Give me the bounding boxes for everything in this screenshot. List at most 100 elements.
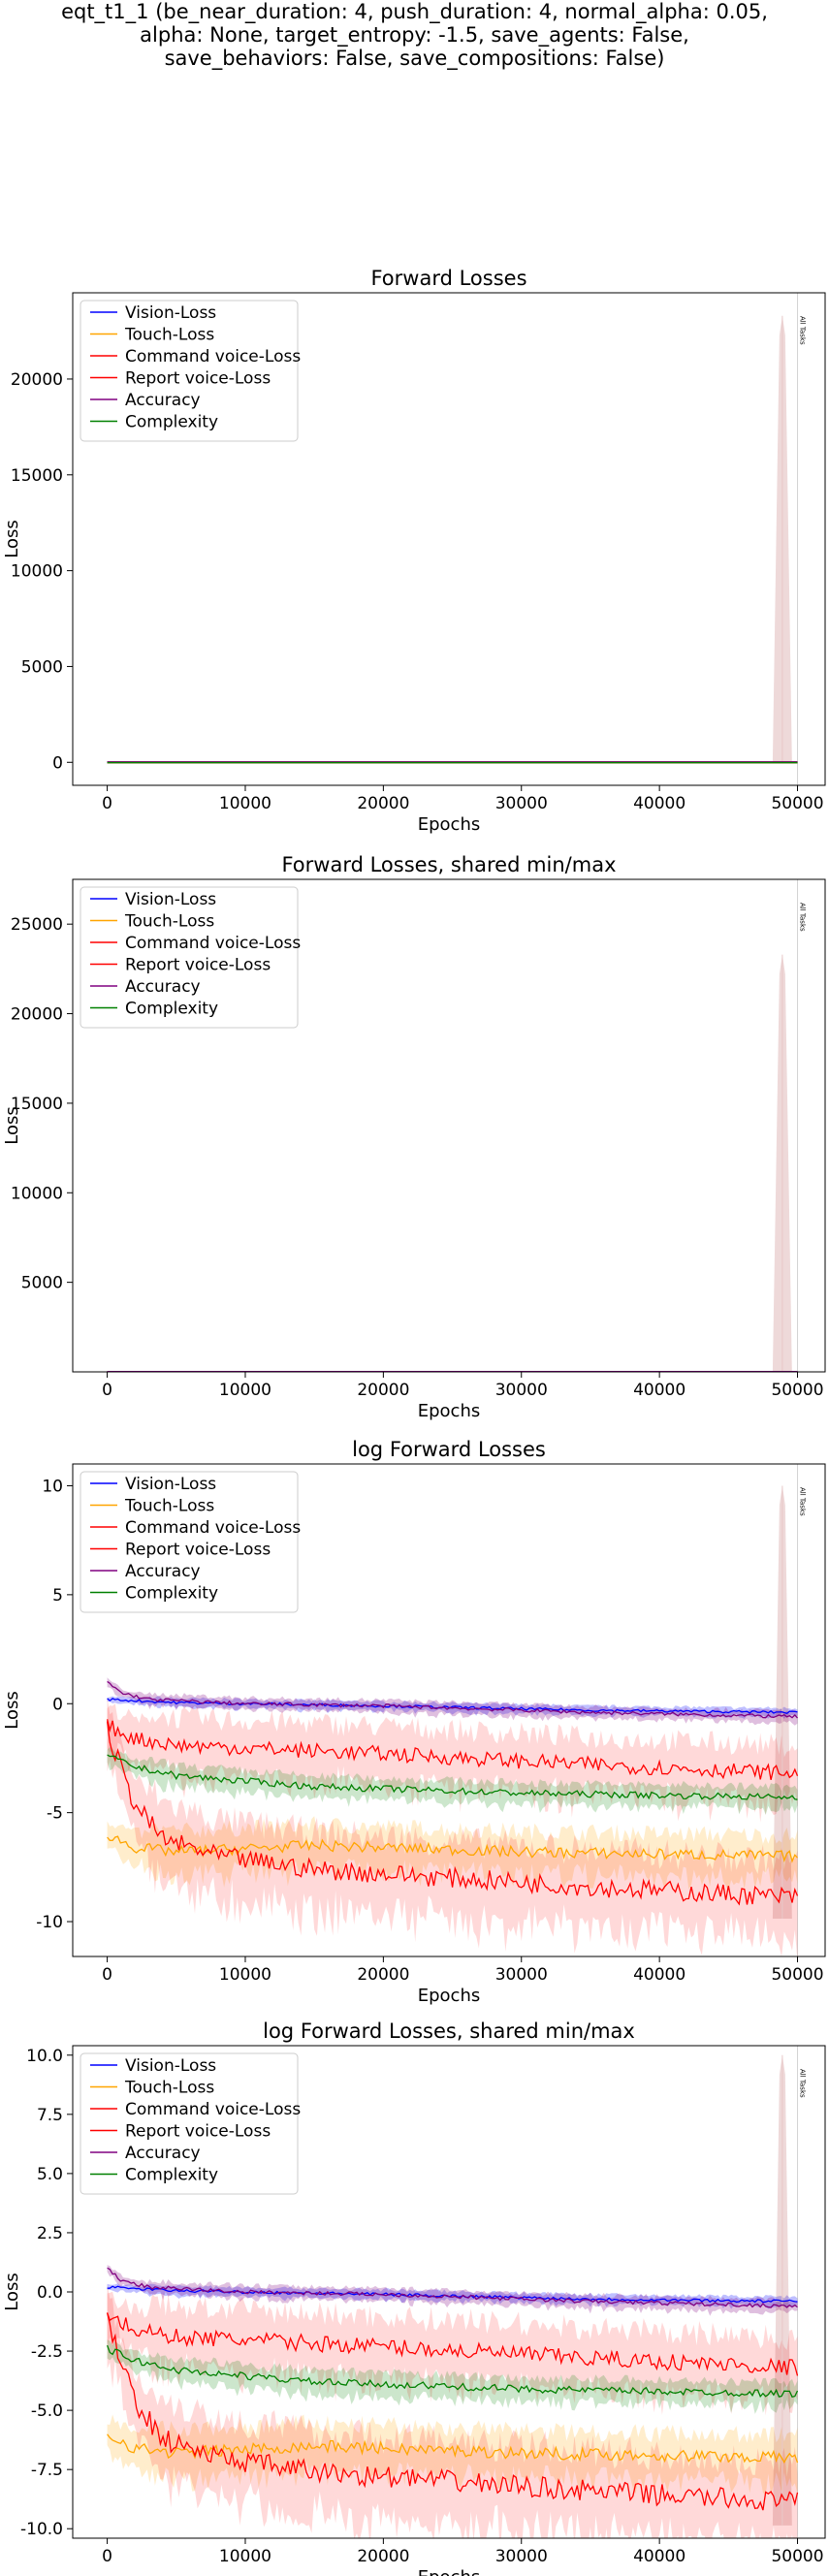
legend-entry-report-voice-loss: Report voice-Loss	[125, 956, 271, 975]
chart-title: log Forward Losses, shared min/max	[263, 2019, 635, 2043]
legend-entry-vision-loss: Vision-Loss	[125, 1475, 216, 1494]
x-tick-label: 20000	[357, 1381, 409, 1400]
y-tick-label: 2.5	[37, 2224, 63, 2243]
legend-entry-touch-loss: Touch-Loss	[124, 1497, 214, 1516]
legend-entry-report-voice-loss: Report voice-Loss	[125, 2122, 271, 2142]
all-tasks-annotation: All Tasks	[799, 2069, 807, 2098]
y-tick-label: 20000	[11, 1005, 63, 1025]
legend-entry-vision-loss: Vision-Loss	[125, 890, 216, 909]
legend-box	[80, 300, 299, 442]
band-command-voice-loss	[107, 1703, 798, 1823]
line-command-voice-loss	[106, 2312, 799, 2376]
legend-entry-touch-loss: Touch-Loss	[124, 2079, 214, 2098]
axes-frame	[72, 878, 826, 1373]
x-tick-label: 10000	[219, 2547, 271, 2566]
legend-entry-accuracy: Accuracy	[125, 2144, 201, 2163]
line-report-voice-loss	[106, 2312, 799, 2511]
y-tick-label: 10	[42, 1477, 63, 1496]
all-tasks-annotation: All Tasks	[799, 316, 807, 345]
y-tick-label: 0	[52, 753, 63, 773]
legend-box	[80, 886, 299, 1029]
legend-entry-report-voice-loss: Report voice-Loss	[125, 1541, 271, 1560]
y-tick-label: 5.0	[37, 2165, 63, 2184]
suptitle-line: save_behaviors: False, save_compositions…	[164, 47, 665, 70]
x-tick-label: 10000	[219, 1381, 271, 1400]
legend-entry-accuracy: Accuracy	[125, 1562, 201, 1581]
x-tick-label: 20000	[357, 794, 409, 813]
suptitle-line: eqt_t1_1 (be_near_duration: 4, push_dura…	[61, 0, 768, 23]
legend-entry-command-voice-loss: Command voice-Loss	[125, 347, 301, 366]
y-tick-label: 5000	[21, 1274, 63, 1293]
y-tick-label: -10.0	[20, 2520, 63, 2539]
x-tick-label: 10000	[219, 794, 271, 813]
legend-entry-accuracy: Accuracy	[125, 977, 201, 997]
x-tick-label: 50000	[771, 1965, 823, 1985]
legend-entry-command-voice-loss: Command voice-Loss	[125, 2100, 301, 2119]
x-tick-label: 30000	[495, 1381, 548, 1400]
y-tick-label: 0.0	[37, 2283, 63, 2303]
y-tick-label: 10.0	[26, 2047, 63, 2066]
legend-box	[80, 1471, 299, 1613]
line-accuracy	[107, 1680, 798, 1719]
line-command-voice-loss	[106, 1719, 799, 1780]
line-accuracy	[107, 2267, 798, 2308]
axes-frame	[72, 292, 826, 786]
x-tick-label: 30000	[495, 2547, 548, 2566]
legend: Vision-Loss Touch-Loss Command voice-Loss R…	[80, 2052, 301, 2195]
figure-suptitle: eqt_t1_1 (be_near_duration: 4, push_dura…	[0, 0, 829, 70]
line-touch-loss	[107, 1835, 798, 1863]
legend-entry-vision-loss: Vision-Loss	[125, 303, 216, 323]
y-tick-label: 5000	[21, 657, 63, 677]
x-tick-label: 0	[102, 1965, 112, 1985]
x-tick-label: 0	[102, 2547, 112, 2566]
legend-entry-complexity: Complexity	[125, 1584, 218, 1604]
x-tick-label: 30000	[495, 1965, 548, 1985]
x-tick-label: 40000	[633, 794, 686, 813]
y-tick-label: -5	[47, 1804, 63, 1824]
y-tick-label: 5	[52, 1586, 63, 1606]
plot-area	[106, 1464, 799, 1956]
legend: Vision-Loss Touch-Loss Command voice-Loss R…	[80, 300, 301, 442]
legend-entry-touch-loss: Touch-Loss	[124, 326, 214, 345]
suptitle-line: alpha: None, target_entropy: -1.5, save_…	[140, 23, 689, 47]
legend-entry-complexity: Complexity	[125, 413, 218, 432]
legend-entry-vision-loss: Vision-Loss	[125, 2056, 216, 2076]
x-axis-label: Epochs	[418, 1401, 481, 1421]
plot-area	[107, 293, 799, 785]
axes-frame	[72, 1463, 826, 1957]
x-tick-label: 0	[102, 794, 112, 813]
chart-forward-losses-shared: Forward Losses, shared min/max 0 10000 2000…	[2, 853, 826, 1421]
legend-entry-complexity: Complexity	[125, 2166, 218, 2185]
x-tick-label: 50000	[771, 794, 823, 813]
x-tick-label: 30000	[495, 794, 548, 813]
y-tick-label: 10000	[11, 562, 63, 582]
band-complexity	[107, 2339, 798, 2414]
all-tasks-annotation: All Tasks	[799, 903, 807, 932]
line-touch-loss	[107, 2433, 799, 2465]
y-tick-label: -10	[36, 1913, 63, 1932]
legend: Vision-Loss Touch-Loss Command voice-Loss R…	[80, 1471, 301, 1613]
chart-log-forward-losses: log Forward Losses 0 10000 20000 30000 40000 5…	[2, 1438, 826, 2006]
band-touch-loss	[107, 2414, 798, 2496]
x-tick-label: 40000	[633, 2547, 686, 2566]
x-tick-label: 0	[102, 1381, 112, 1400]
legend-entry-command-voice-loss: Command voice-Loss	[125, 1518, 301, 1538]
band-accuracy	[107, 2265, 798, 2316]
y-tick-label: 10000	[11, 1184, 63, 1203]
x-axis-label: Epochs	[418, 814, 481, 835]
y-tick-label: -7.5	[31, 2461, 63, 2480]
y-tick-label: 15000	[11, 466, 63, 486]
x-tick-label: 40000	[633, 1965, 686, 1985]
x-tick-label: 20000	[357, 1965, 409, 1985]
y-tick-label: 15000	[11, 1095, 63, 1114]
legend: Vision-Loss Touch-Loss Command voice-Loss R…	[80, 886, 301, 1029]
legend-entry-accuracy: Accuracy	[125, 391, 201, 410]
all-tasks-annotation: All Tasks	[799, 1487, 807, 1516]
line-report-voice-loss	[106, 1721, 799, 1906]
y-tick-label: 0	[52, 1695, 63, 1714]
y-tick-label: 7.5	[37, 2106, 63, 2125]
x-tick-label: 20000	[357, 2547, 409, 2566]
y-axis-label: Loss	[2, 2273, 22, 2310]
line-complexity	[106, 2344, 799, 2399]
